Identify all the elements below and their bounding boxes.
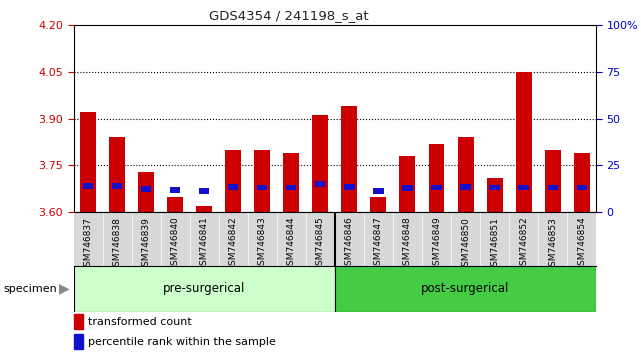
Bar — [312, 115, 328, 212]
Text: GSM746847: GSM746847 — [374, 217, 383, 272]
Bar — [74, 314, 83, 329]
Bar — [458, 137, 474, 212]
Text: ▶: ▶ — [58, 281, 69, 296]
Text: pre-surgerical: pre-surgerical — [163, 282, 246, 295]
Bar — [373, 188, 383, 194]
Text: GSM746850: GSM746850 — [461, 217, 470, 272]
Bar — [199, 188, 210, 194]
Bar — [80, 112, 96, 212]
Bar — [335, 266, 596, 312]
Bar — [287, 184, 297, 190]
Bar — [487, 178, 503, 212]
Text: GSM746854: GSM746854 — [577, 217, 586, 272]
Text: GSM746846: GSM746846 — [345, 217, 354, 272]
Bar — [228, 184, 238, 190]
Bar — [141, 186, 151, 192]
Bar — [112, 183, 122, 189]
Text: GSM746853: GSM746853 — [548, 217, 557, 272]
Bar — [167, 197, 183, 212]
Bar — [196, 206, 212, 212]
Bar — [370, 197, 387, 212]
Text: GSM746848: GSM746848 — [403, 217, 412, 272]
Bar — [257, 184, 267, 190]
Bar — [547, 184, 558, 190]
Bar — [342, 106, 358, 212]
Bar — [83, 183, 94, 189]
Bar — [138, 172, 154, 212]
Text: GSM746851: GSM746851 — [490, 217, 499, 272]
Text: GSM746844: GSM746844 — [287, 217, 296, 271]
Text: specimen: specimen — [3, 284, 57, 293]
Text: GSM746852: GSM746852 — [519, 217, 528, 272]
Text: GSM746839: GSM746839 — [142, 217, 151, 272]
Text: percentile rank within the sample: percentile rank within the sample — [88, 337, 276, 347]
Text: GSM746849: GSM746849 — [432, 217, 441, 272]
Bar — [403, 185, 413, 191]
Bar — [315, 182, 326, 187]
Bar — [399, 156, 415, 212]
Bar — [74, 334, 83, 348]
Text: GSM746845: GSM746845 — [316, 217, 325, 272]
Text: GSM746841: GSM746841 — [200, 217, 209, 272]
Bar — [545, 150, 561, 212]
Bar — [344, 184, 354, 190]
Text: GDS4354 / 241198_s_at: GDS4354 / 241198_s_at — [208, 9, 369, 22]
Bar — [109, 137, 125, 212]
Bar — [283, 153, 299, 212]
Bar — [226, 150, 241, 212]
Bar — [171, 187, 180, 193]
Bar — [460, 184, 470, 190]
Bar — [576, 184, 587, 190]
Bar — [515, 72, 531, 212]
Text: GSM746838: GSM746838 — [113, 217, 122, 272]
Bar — [74, 266, 335, 312]
Bar — [429, 144, 444, 212]
Text: GSM746840: GSM746840 — [171, 217, 179, 272]
Bar — [490, 184, 499, 190]
Bar — [254, 150, 271, 212]
Bar — [519, 184, 529, 190]
Text: post-surgerical: post-surgerical — [421, 282, 510, 295]
Text: GSM746837: GSM746837 — [84, 217, 93, 272]
Bar — [574, 153, 590, 212]
Bar — [431, 184, 442, 190]
Text: GSM746842: GSM746842 — [229, 217, 238, 271]
Text: transformed count: transformed count — [88, 318, 192, 327]
Text: GSM746843: GSM746843 — [258, 217, 267, 272]
